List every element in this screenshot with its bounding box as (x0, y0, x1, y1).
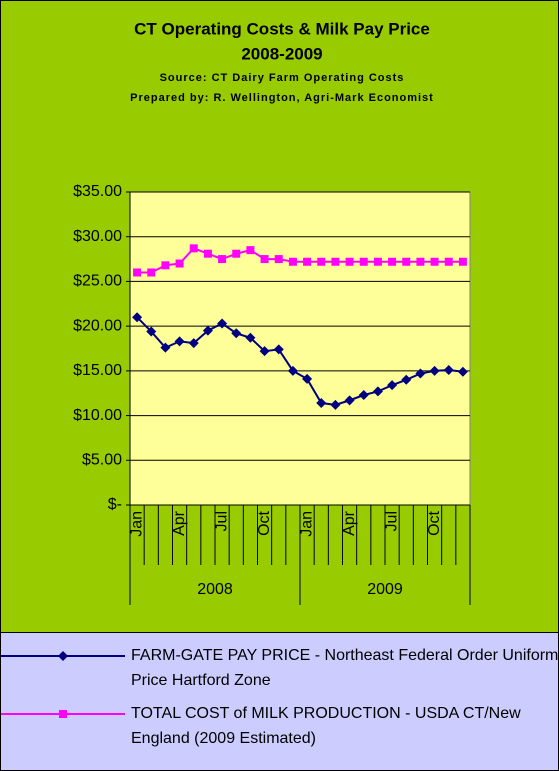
y-tick-label: $15.00 (73, 362, 122, 379)
marker (358, 390, 369, 401)
x-tick-label: Oct (426, 510, 443, 535)
marker (202, 325, 213, 336)
marker (217, 318, 228, 329)
marker (188, 338, 199, 349)
marker (416, 257, 425, 266)
marker (160, 342, 171, 353)
marker (132, 312, 143, 323)
y-tick-label: $- (108, 496, 122, 513)
marker (287, 365, 298, 376)
marker (303, 257, 312, 266)
marker (331, 257, 340, 266)
marker (174, 336, 185, 347)
marker (189, 244, 198, 253)
plot-area (129, 191, 471, 506)
marker (147, 268, 156, 277)
source: Source: CT Dairy Farm Operating Costs (160, 72, 405, 84)
marker (273, 344, 284, 355)
marker (457, 366, 468, 377)
y-tick-label: $30.00 (73, 228, 122, 245)
marker (218, 255, 227, 264)
marker (373, 257, 382, 266)
marker (175, 259, 184, 268)
y-tick-label: $10.00 (73, 407, 122, 424)
marker (402, 257, 411, 266)
marker (246, 246, 255, 255)
legend-label: FARM-GATE PAY PRICE - Northeast Federal … (131, 647, 559, 689)
marker (260, 255, 269, 264)
chart-title: CT Operating Costs & Milk Pay Price (134, 19, 430, 38)
x-tick-label: Jan (128, 511, 145, 537)
marker (316, 398, 327, 409)
marker (146, 326, 157, 337)
y-tick-label: $25.00 (73, 273, 122, 290)
marker (274, 255, 283, 264)
marker (288, 257, 297, 266)
legend-marker (58, 651, 68, 661)
marker (161, 261, 170, 270)
marker (430, 257, 439, 266)
group-label: 2009 (367, 581, 403, 598)
group-label: 2008 (197, 581, 233, 598)
legend-label: TOTAL COST of MILK PRODUCTION - USDA CT/… (131, 705, 521, 747)
marker (302, 373, 313, 384)
x-tick-label: Jan (298, 511, 315, 537)
marker (232, 249, 241, 258)
marker (401, 374, 412, 385)
marker (317, 257, 326, 266)
marker (203, 249, 212, 258)
marker (444, 257, 453, 266)
y-tick-label: $20.00 (73, 317, 122, 334)
marker (359, 257, 368, 266)
marker (330, 399, 341, 410)
marker (344, 395, 355, 406)
x-tick-label: Apr (171, 510, 188, 536)
marker (231, 328, 242, 339)
marker (345, 257, 354, 266)
marker (458, 257, 467, 266)
marker (133, 268, 142, 277)
legend-key (1, 651, 125, 661)
y-tick-label: $35.00 (73, 183, 122, 200)
x-tick-label: Jul (383, 511, 400, 531)
marker (415, 368, 426, 379)
marker (429, 365, 440, 376)
marker (245, 332, 256, 343)
y-tick-label: $5.00 (82, 452, 122, 469)
legend-key (1, 710, 125, 718)
marker (387, 380, 398, 391)
legend: FARM-GATE PAY PRICE - Northeast Federal … (0, 632, 559, 771)
x-tick-label: Jul (213, 511, 230, 531)
marker (372, 386, 383, 397)
marker (443, 364, 454, 375)
chart-subtitle: 2008-2009 (241, 44, 322, 63)
x-tick-label: Apr (341, 510, 358, 536)
x-tick-label: Oct (256, 510, 273, 535)
legend-marker (59, 710, 67, 718)
marker (259, 346, 270, 357)
prepared-by: Prepared by: R. Wellington, Agri-Mark Ec… (130, 92, 434, 104)
marker (388, 257, 397, 266)
